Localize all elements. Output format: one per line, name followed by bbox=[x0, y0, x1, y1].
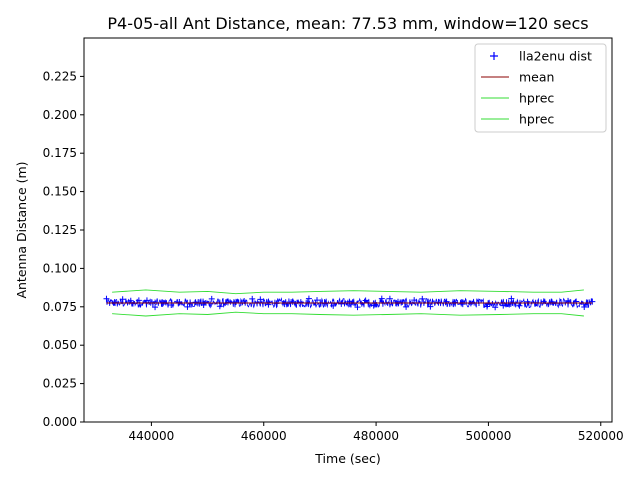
data-point bbox=[411, 297, 418, 304]
data-point bbox=[386, 295, 393, 302]
data-point bbox=[403, 303, 410, 310]
data-point bbox=[289, 298, 296, 305]
data-point bbox=[152, 304, 159, 311]
x-tick-label: 500000 bbox=[466, 429, 512, 443]
data-point bbox=[119, 296, 126, 303]
data-point bbox=[573, 298, 580, 305]
x-axis: 440000 460000 480000 500000 520000 bbox=[128, 422, 624, 443]
data-point bbox=[581, 304, 588, 311]
data-point bbox=[249, 295, 256, 302]
data-point bbox=[394, 298, 401, 305]
data-point bbox=[208, 295, 215, 302]
data-point bbox=[281, 301, 288, 308]
data-point bbox=[548, 298, 555, 305]
data-point bbox=[314, 297, 321, 304]
legend-box bbox=[474, 43, 607, 133]
data-point bbox=[451, 299, 458, 306]
legend-label: lla2enu dist bbox=[519, 49, 592, 64]
y-tick-label: 0.025 bbox=[43, 377, 77, 391]
data-point bbox=[322, 300, 329, 307]
data-point bbox=[184, 303, 191, 310]
data-point bbox=[111, 299, 118, 306]
y-tick-label: 0.125 bbox=[43, 223, 77, 237]
y-tick-label: 0.175 bbox=[43, 146, 77, 160]
data-point bbox=[589, 298, 596, 305]
data-point bbox=[143, 297, 150, 304]
data-point bbox=[508, 295, 515, 302]
x-axis-label: Time (sec) bbox=[314, 451, 380, 466]
data-point bbox=[216, 303, 223, 310]
legend-label: mean bbox=[519, 70, 554, 85]
y-tick-label: 0.225 bbox=[43, 69, 77, 83]
data-point bbox=[492, 304, 499, 311]
y-tick-label: 0.150 bbox=[43, 185, 77, 199]
legend-label: hprec bbox=[519, 112, 554, 127]
x-tick-label: 460000 bbox=[241, 429, 287, 443]
data-point bbox=[516, 302, 523, 309]
data-point bbox=[135, 297, 142, 304]
data-point bbox=[370, 302, 377, 309]
legend-label: hprec bbox=[519, 91, 554, 106]
y-tick-label: 0.000 bbox=[43, 415, 77, 429]
data-point bbox=[257, 296, 264, 303]
y-tick-label: 0.200 bbox=[43, 108, 77, 122]
data-point bbox=[338, 300, 345, 307]
legend-entry: hprec bbox=[481, 91, 554, 106]
data-point bbox=[354, 304, 361, 311]
data-point bbox=[427, 303, 434, 310]
x-tick-label: 520000 bbox=[578, 429, 624, 443]
series-0 bbox=[103, 295, 596, 311]
y-axis: 0.000 0.025 0.050 0.075 0.100 0.125 0.150 0.175… bbox=[43, 69, 84, 429]
y-tick-label: 0.075 bbox=[43, 300, 77, 314]
legend-marker bbox=[490, 52, 498, 60]
data-point bbox=[419, 295, 426, 302]
legend-entry: mean bbox=[481, 70, 554, 85]
series-line bbox=[112, 289, 584, 295]
series-trace bbox=[106, 297, 593, 310]
y-axis-label: Antenna Distance (m) bbox=[14, 161, 29, 298]
legend-entry: hprec bbox=[481, 112, 554, 127]
data-point bbox=[233, 298, 240, 305]
plot-area bbox=[103, 289, 596, 317]
data-point bbox=[524, 298, 531, 305]
data-point bbox=[346, 298, 353, 305]
x-tick-label: 440000 bbox=[128, 429, 174, 443]
data-point bbox=[305, 295, 312, 302]
legend-entry: lla2enu dist bbox=[490, 49, 592, 64]
data-point bbox=[224, 299, 231, 306]
data-point bbox=[297, 299, 304, 306]
y-tick-label: 0.050 bbox=[43, 338, 77, 352]
data-point bbox=[500, 302, 507, 309]
data-point bbox=[378, 295, 385, 302]
series-line bbox=[112, 311, 584, 317]
data-point bbox=[103, 295, 110, 302]
data-point bbox=[484, 303, 491, 310]
data-point bbox=[443, 298, 450, 305]
x-tick-label: 480000 bbox=[353, 429, 399, 443]
data-point bbox=[459, 301, 466, 308]
y-tick-label: 0.100 bbox=[43, 261, 77, 275]
series-2 bbox=[112, 289, 584, 295]
data-point bbox=[192, 299, 199, 306]
data-point bbox=[176, 298, 183, 305]
legend: lla2enu dist mean hprec hprec bbox=[474, 43, 607, 133]
chart-title: P4-05-all Ant Distance, mean: 77.53 mm, … bbox=[107, 14, 588, 33]
data-point bbox=[330, 302, 337, 309]
series-3 bbox=[112, 311, 584, 317]
